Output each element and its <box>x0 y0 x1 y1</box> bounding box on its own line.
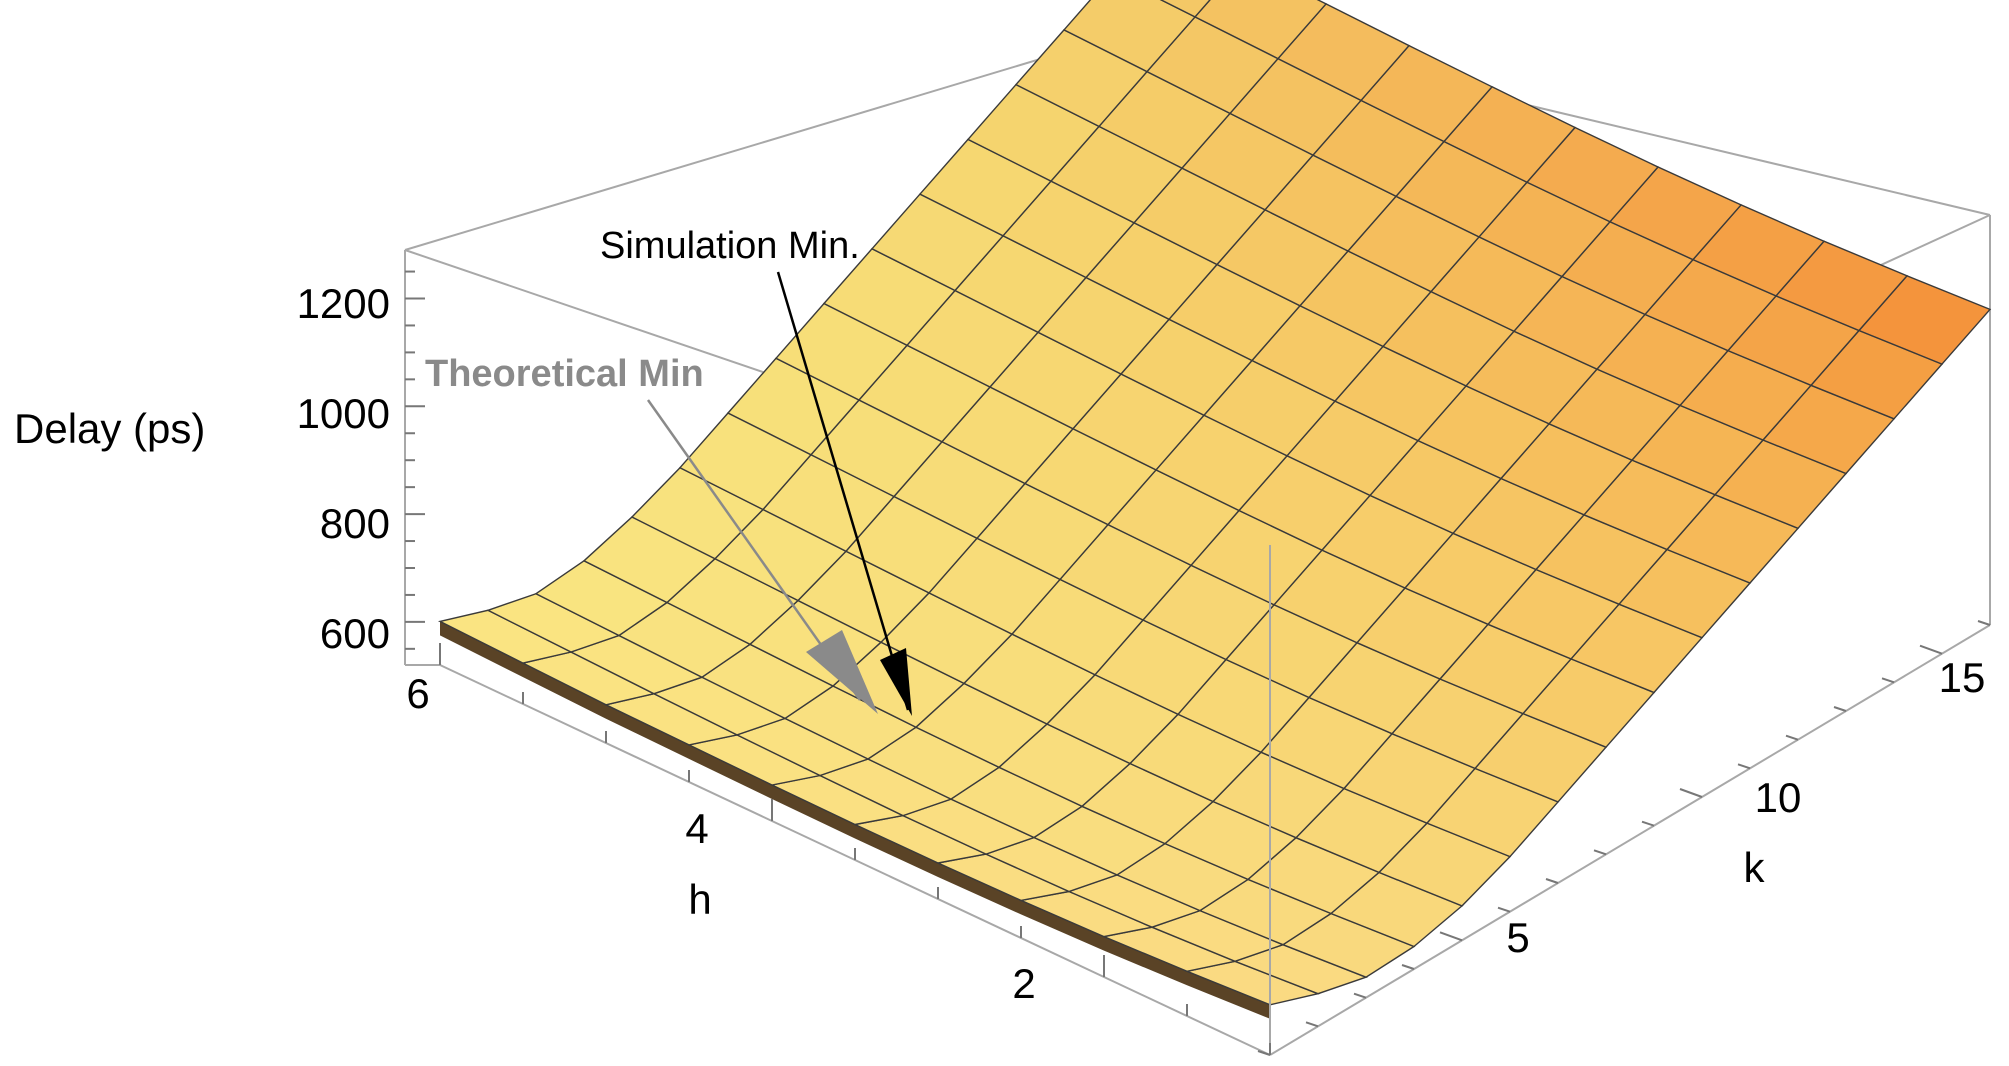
z-tick-label: 1200 <box>297 280 390 327</box>
z-tick-label: 800 <box>320 500 390 547</box>
annotation-label: Simulation Min. <box>600 225 860 267</box>
z-tick-label: 1000 <box>297 390 390 437</box>
tick-mark <box>1305 1021 1319 1028</box>
surface <box>437 0 1992 1019</box>
surface-underside <box>440 621 1270 1019</box>
annotation-simulation-min: Simulation Min. <box>600 225 912 716</box>
h-tick-label: 2 <box>1012 960 1035 1007</box>
annotation-label: Theoretical Min <box>425 353 704 395</box>
annotation-arrow-shaft <box>776 271 910 711</box>
k-tick-label: 5 <box>1506 914 1529 961</box>
annotation-arrowhead <box>880 648 912 716</box>
k-axis: 5 10 15 k <box>1506 654 1985 961</box>
surface-patch <box>1159 0 1211 18</box>
annotation-arrowhead <box>806 630 878 714</box>
z-axis: 1200 1000 800 600 Delay (ps) <box>14 280 390 657</box>
k-tick-label: 15 <box>1939 654 1986 701</box>
tick-mark <box>1545 878 1559 884</box>
surface-patch <box>1193 0 1328 60</box>
axis-ticks <box>405 270 1991 1056</box>
h-tick-label: 6 <box>406 670 429 717</box>
tick-mark <box>1881 677 1895 684</box>
k-tick-label: 10 <box>1755 774 1802 821</box>
tick-mark <box>1679 788 1703 798</box>
h-axis-title: h <box>688 876 711 923</box>
tick-mark <box>1737 763 1751 770</box>
tick-mark <box>1919 644 1943 655</box>
tick-mark <box>1977 620 1991 626</box>
h-axis: 6 4 2 h <box>406 670 1035 1007</box>
tick-mark <box>1593 849 1607 856</box>
tick-mark <box>1401 964 1415 970</box>
tick-mark <box>1497 906 1511 913</box>
tick-mark <box>1353 992 1367 999</box>
k-axis-title: k <box>1744 844 1766 891</box>
annotation-theoretical-min: Theoretical Min <box>425 353 878 714</box>
z-tick-label: 600 <box>320 610 390 657</box>
tick-mark <box>1785 734 1799 741</box>
tick-mark <box>1439 931 1463 942</box>
z-axis-title: Delay (ps) <box>14 405 205 452</box>
box-edge <box>1269 624 1991 1056</box>
tick-mark <box>1257 1050 1271 1056</box>
tick-mark <box>1833 706 1847 712</box>
tick-mark <box>1641 820 1655 827</box>
h-tick-label: 4 <box>685 805 708 852</box>
